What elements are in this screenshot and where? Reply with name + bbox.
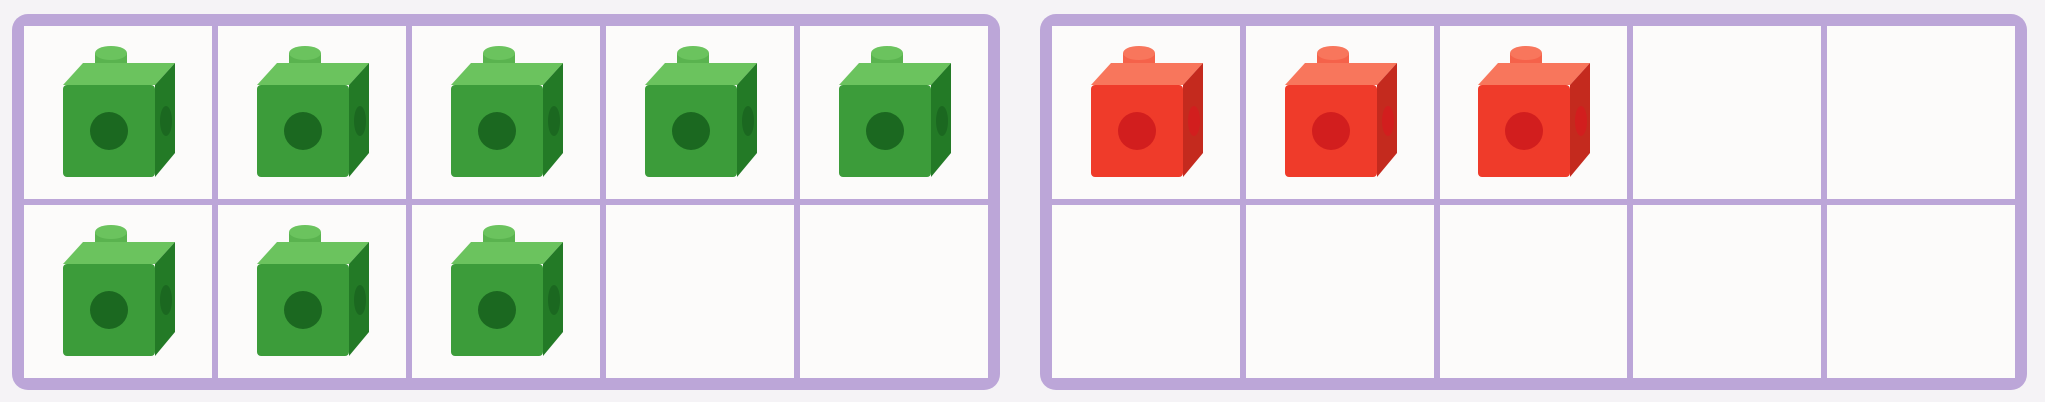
green-cube-icon — [247, 224, 377, 359]
ten-frame-green — [12, 14, 1000, 390]
green-cube-icon — [441, 224, 571, 359]
frame-cell — [24, 205, 212, 378]
frame-cell — [800, 205, 988, 378]
frame-cell — [24, 26, 212, 199]
frame-cell — [1245, 26, 1434, 199]
frame-cell — [1633, 26, 1822, 199]
green-cube-icon — [53, 224, 183, 359]
frame-cell — [412, 205, 600, 378]
frame-cell — [1052, 26, 1240, 199]
green-cube-icon — [441, 45, 571, 180]
green-cube-icon — [53, 45, 183, 180]
green-cube-icon — [635, 45, 765, 180]
frame-cell — [1052, 205, 1240, 378]
frame-cell — [218, 26, 406, 199]
red-cube-icon — [1275, 45, 1405, 180]
green-cube-icon — [829, 45, 959, 180]
frame-cell — [606, 205, 794, 378]
frame-cell — [218, 205, 406, 378]
frame-cell — [800, 26, 988, 199]
frame-cell — [412, 26, 600, 199]
frame-cell — [606, 26, 794, 199]
ten-frame-red — [1040, 14, 2027, 390]
frame-cell — [1633, 205, 1822, 378]
frame-cell — [1245, 205, 1434, 378]
frame-cell — [1827, 205, 2015, 378]
red-cube-icon — [1081, 45, 1211, 180]
red-cube-icon — [1468, 45, 1598, 180]
frame-cell — [1439, 205, 1628, 378]
frame-cell — [1439, 26, 1628, 199]
green-cube-icon — [247, 45, 377, 180]
frame-cell — [1827, 26, 2015, 199]
